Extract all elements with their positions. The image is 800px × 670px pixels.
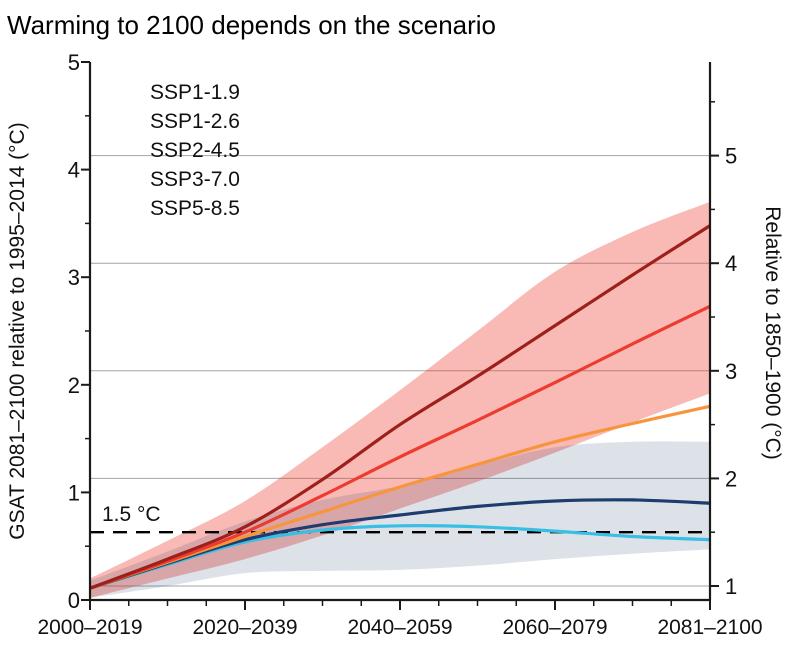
band-ssp3-7-0 [90,201,710,598]
right-tick-label-3: 3 [725,359,737,384]
legend-label-ssp1-1-9: SSP1-1.9 [150,81,240,104]
left-tick-label-3: 3 [68,265,80,290]
line-ssp5-8-5 [89,224,711,590]
left-tick-label-1: 1 [68,480,80,505]
left-tick-label-5: 5 [68,50,80,75]
threshold-label: 1.5 °C [102,503,161,526]
right-axis-label: Relative to 1850–1900 (°C) [761,206,784,460]
right-tick-label-1: 1 [725,574,737,599]
left-axis-label: GSAT 2081–2100 relative to 1995–2014 (°C… [6,122,29,539]
right-tick-label-5: 5 [725,144,737,169]
x-tick-label-2060-2079: 2060–2079 [502,616,607,639]
right-tick-label-2: 2 [725,466,737,491]
left-tick-label-4: 4 [68,158,80,183]
left-tick-label-0: 0 [68,588,80,613]
x-tick-label-2000-2019: 2000–2019 [37,616,142,639]
line-ssp3-7-0 [89,304,711,590]
right-tick-label-4: 4 [725,251,737,276]
left-tick-label-2: 2 [68,373,80,398]
chart-title: Warming to 2100 depends on the scenario [7,10,497,40]
legend-label-ssp3-7-0: SSP3-7.0 [150,168,240,191]
x-tick-label-2020-2039: 2020–2039 [192,616,297,639]
band-ssp1-2-6 [90,441,710,598]
legend-label-ssp2-4-5: SSP2-4.5 [150,139,240,162]
legend-label-ssp5-8-5: SSP5-8.5 [150,197,240,220]
legend-label-ssp1-2-6: SSP1-2.6 [150,110,240,133]
x-tick-label-2040-2059: 2040–2059 [347,616,452,639]
x-tick-label-2081-2100: 2081–2100 [657,616,762,639]
